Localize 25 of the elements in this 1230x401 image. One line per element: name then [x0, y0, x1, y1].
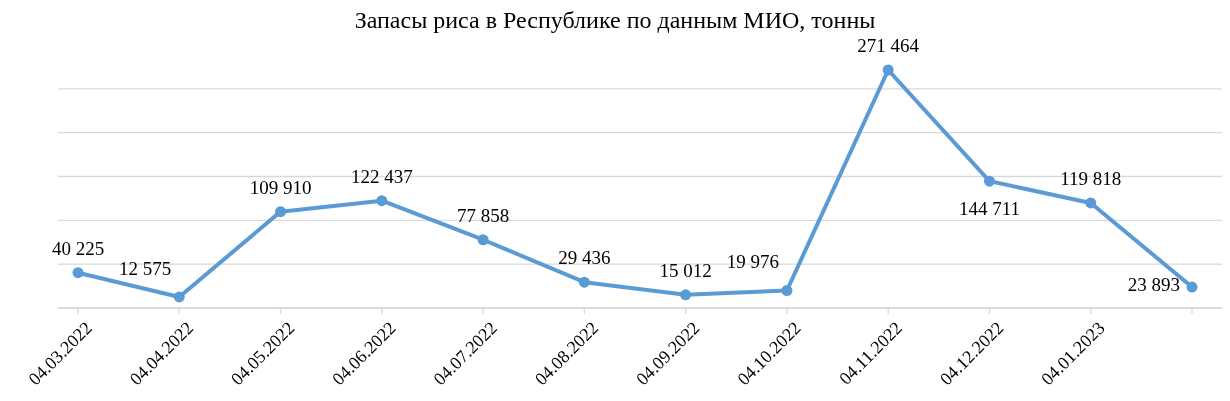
- data-label: 77 858: [456, 204, 510, 226]
- point: [781, 284, 793, 296]
- data-label: 23 893: [1127, 274, 1180, 296]
- point: [1085, 197, 1097, 209]
- data-label: 144 711: [958, 198, 1020, 220]
- point: [882, 64, 894, 76]
- data-label: 40 225: [51, 237, 105, 259]
- point: [477, 234, 489, 246]
- point: [578, 276, 590, 288]
- point: [680, 289, 692, 301]
- data-label: 122 437: [350, 165, 413, 187]
- data-label: 15 012: [659, 259, 712, 281]
- data-label: 109 910: [249, 176, 312, 198]
- point: [275, 206, 287, 218]
- point: [376, 195, 388, 207]
- data-label: 12 575: [119, 257, 172, 279]
- data-label: 271 464: [857, 35, 920, 56]
- data-label: 19 976: [726, 251, 779, 273]
- point: [72, 267, 84, 279]
- data-label: 29 436: [558, 247, 611, 269]
- data-label: 119 818: [1060, 167, 1122, 189]
- chart-title: Запасы риса в Республике по данным МИО, тонны: [354, 7, 876, 33]
- point: [1186, 281, 1198, 293]
- point: [173, 291, 185, 303]
- point: [983, 175, 995, 187]
